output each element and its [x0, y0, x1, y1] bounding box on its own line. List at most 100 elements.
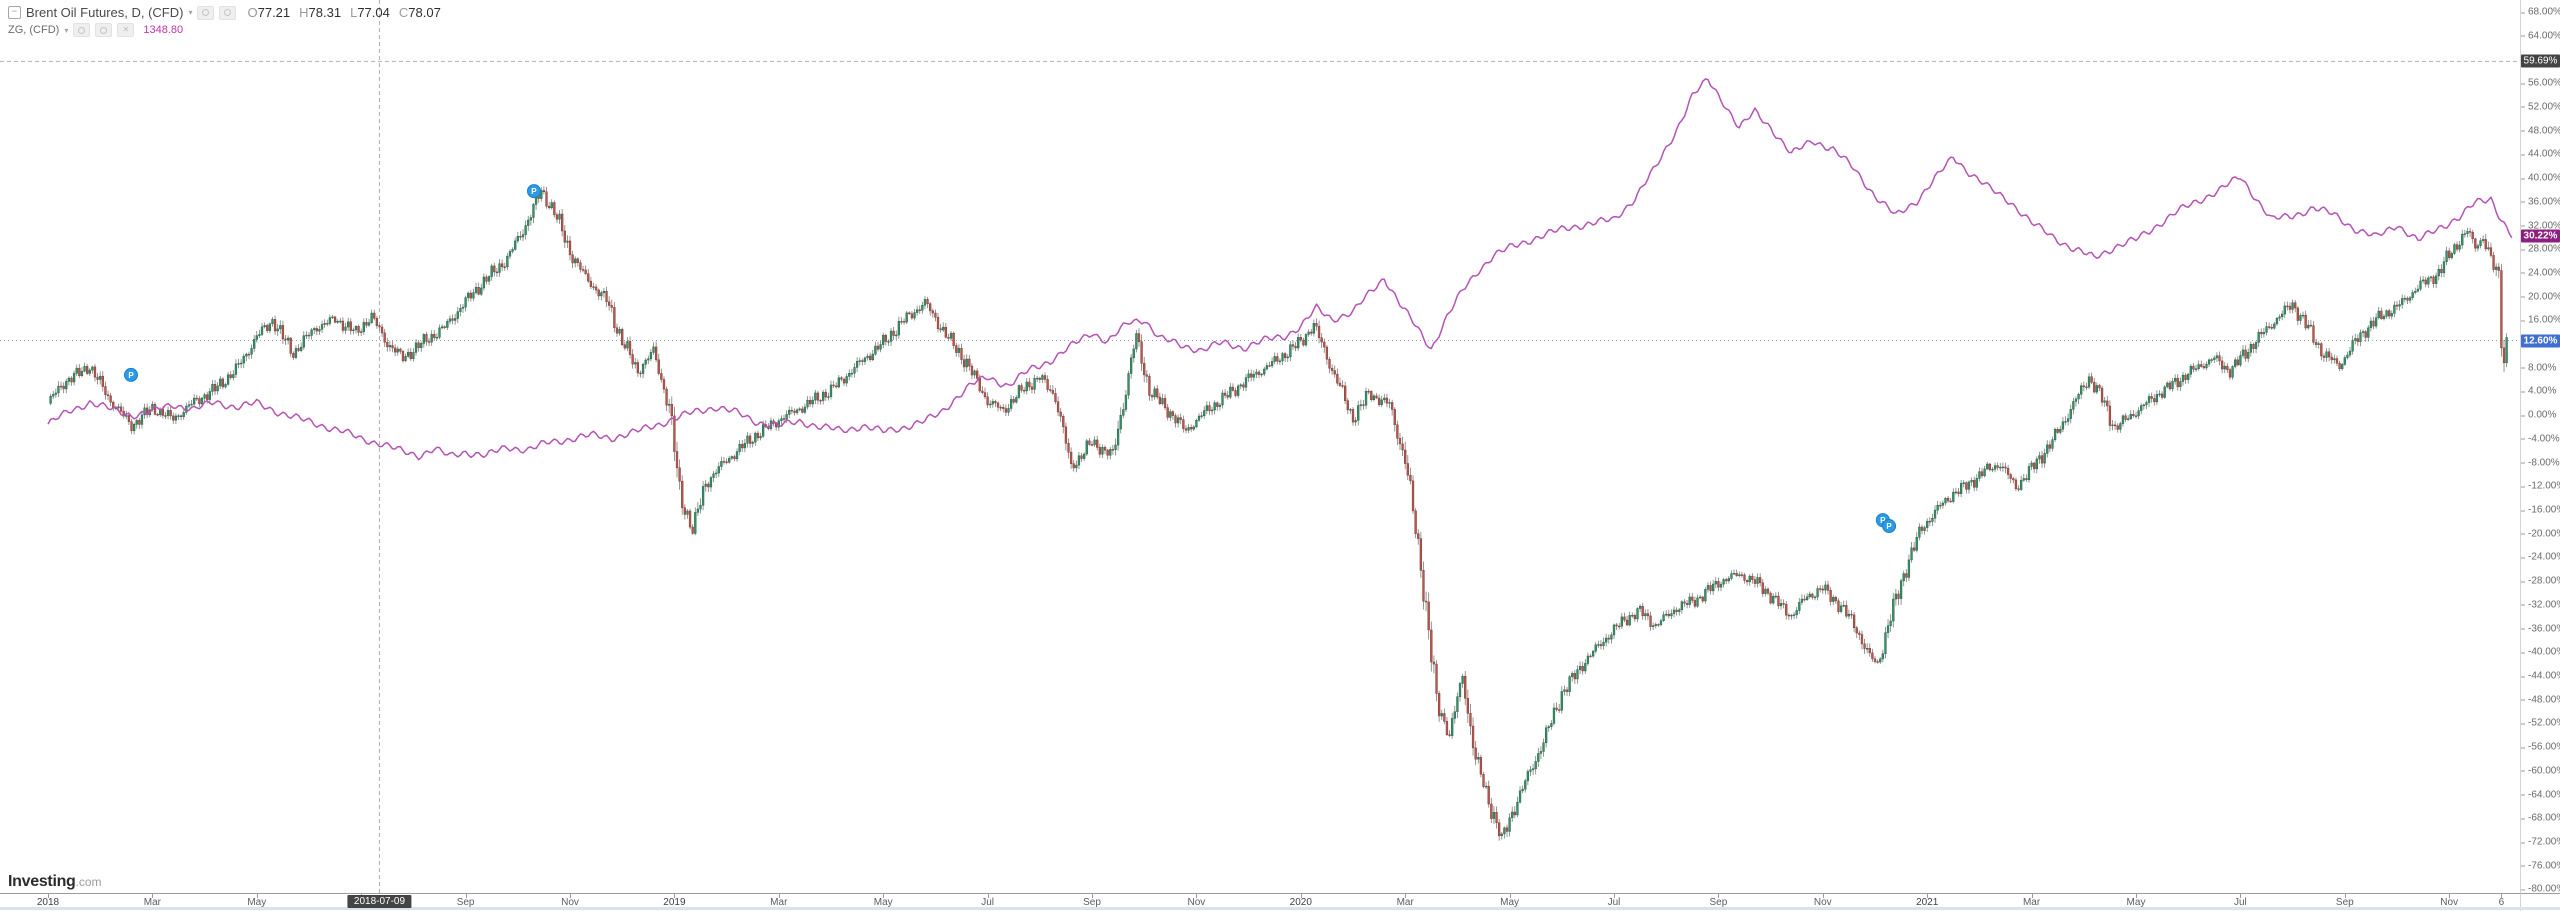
gold-line-series [47, 78, 2513, 461]
y-axis-tick: -16.00% [2520, 505, 2560, 516]
logo-suffix-text: .com [75, 875, 102, 889]
y-axis-tick: -48.00% [2520, 694, 2560, 705]
y-axis-tick: -28.00% [2520, 576, 2560, 587]
x-axis-tick: Jul [1607, 897, 1621, 908]
y-axis-tick: 24.00% [2521, 267, 2560, 279]
x-axis-tickmark [2136, 894, 2137, 898]
x-axis-tickmark [2031, 894, 2033, 898]
y-axis-tick: 36.00% [2521, 196, 2560, 208]
y-axis-tick: -36.00% [2520, 623, 2560, 634]
compare-value: 1348.80 [143, 24, 184, 36]
svg-text:P: P [531, 187, 537, 196]
symbol-title[interactable]: Brent Oil Futures, D, (CFD) [26, 5, 184, 20]
x-axis-tickmark [465, 894, 467, 898]
x-axis-tick: Mar [1396, 897, 1414, 908]
price-axis[interactable]: 68.00%64.00%60.00%56.00%52.00%48.00%44.0… [2520, 0, 2560, 895]
brent-candles-bodies [49, 190, 2508, 837]
gear-icon [100, 26, 108, 34]
x-axis-tickmark [674, 894, 676, 898]
x-axis-tick: 6 [2498, 897, 2505, 908]
chart-pin-marker[interactable]: P [123, 367, 138, 382]
brent-last-value-badge: 12.60% [2521, 334, 2560, 347]
y-axis-tick: 40.00% [2521, 172, 2560, 184]
y-axis-tick: -76.00% [2520, 860, 2560, 871]
open-label: O [247, 5, 258, 20]
compare-symbol-title[interactable]: ZG, (CFD) [8, 24, 60, 36]
x-axis-tick: May [247, 897, 267, 908]
hide-series-button[interactable] [197, 5, 215, 20]
x-axis-tickmark [152, 894, 154, 898]
x-axis-tickmark [2344, 894, 2346, 898]
gold-last-value-badge: 30.22% [2521, 229, 2560, 243]
x-axis-tick: May [2126, 897, 2146, 908]
open-value: 77.21 [257, 5, 291, 20]
legend-row-compare: ZG, (CFD) ▾ ✕ 1348.80 [8, 23, 441, 37]
y-axis-tick: 68.00% [2521, 6, 2560, 18]
x-axis-tickmark [1509, 894, 1511, 898]
y-axis-tick: -24.00% [2520, 552, 2560, 563]
remove-compare-button[interactable]: ✕ [117, 23, 135, 37]
y-axis-tick: -68.00% [2520, 813, 2560, 824]
x-axis-tickmark [2240, 894, 2242, 898]
x-axis-tick: May [873, 897, 893, 908]
close-icon: ✕ [122, 25, 130, 34]
close-value: 78.07 [408, 5, 441, 20]
svg-text:P: P [128, 371, 134, 380]
y-axis-tick: 64.00% [2521, 30, 2560, 42]
y-axis-tick: -52.00% [2520, 718, 2560, 729]
x-axis-tickmark [987, 894, 989, 898]
x-axis-tickmark [883, 894, 885, 898]
y-axis-tick: 16.00% [2521, 314, 2560, 326]
x-axis-tick: Sep [456, 897, 475, 908]
y-axis-tick: 28.00% [2521, 243, 2560, 255]
y-axis-tick: 44.00% [2521, 148, 2560, 160]
x-axis-tick: Nov [2440, 897, 2459, 908]
svg-text:P: P [1880, 516, 1886, 525]
chevron-down-icon[interactable]: ▾ [188, 8, 193, 17]
x-axis-tick: Mar [770, 897, 788, 908]
hide-compare-button[interactable] [73, 23, 91, 37]
chevron-down-icon[interactable]: ▾ [64, 25, 69, 35]
y-axis-tick: 56.00% [2521, 77, 2560, 89]
x-axis-tickmark [48, 894, 49, 898]
close-label: C [398, 5, 409, 20]
compare-settings-button[interactable] [95, 23, 113, 37]
y-axis-tick: -20.00% [2520, 528, 2560, 539]
collapse-legend-icon[interactable]: − [8, 6, 21, 19]
series-settings-button[interactable] [219, 5, 237, 20]
x-axis-tick: Nov [1187, 897, 1206, 908]
low-label: L [350, 5, 358, 20]
chart-pin-marker[interactable]: P [526, 184, 541, 199]
crosshair-price-badge: 59.69% [2521, 54, 2560, 68]
y-axis-tick: 20.00% [2521, 291, 2560, 303]
x-axis-tickmark [570, 894, 571, 898]
x-axis-tickmark [1300, 894, 1302, 898]
chart-pin-marker[interactable]: P [1882, 519, 1897, 534]
eye-icon [78, 26, 86, 34]
investing-logo: Investing .com [8, 873, 102, 891]
legend: − Brent Oil Futures, D, (CFD) ▾ O77.21 H… [8, 5, 441, 37]
y-axis-tick: -64.00% [2520, 789, 2560, 800]
y-axis-tick: -12.00% [2520, 481, 2560, 492]
y-axis-tick: -32.00% [2520, 599, 2560, 610]
x-axis-tick: Mar [2022, 897, 2041, 908]
x-axis-tickmark [2501, 894, 2503, 898]
eye-icon [202, 9, 210, 16]
x-axis-tick: Mar [143, 897, 162, 908]
x-axis-tick: Sep [2335, 897, 2354, 908]
x-axis-tickmark [1718, 894, 1720, 898]
y-axis-tick: -80.00% [2520, 884, 2560, 895]
axis-corner [2520, 893, 2560, 911]
crosshair-date-badge: 2018-07-09 [347, 895, 412, 908]
x-axis-tick: 2018 [36, 897, 60, 908]
y-axis-tick: -60.00% [2520, 765, 2560, 776]
y-axis-tick: 0.00% [2520, 409, 2557, 421]
y-axis-tick: -4.00% [2521, 433, 2560, 445]
high-value: 78.31 [308, 5, 342, 20]
y-axis-tick: -40.00% [2520, 647, 2560, 658]
x-axis-tickmark [1614, 894, 1615, 898]
y-axis-tick: 8.00% [2520, 362, 2557, 374]
x-axis-tick: Sep [1083, 897, 1101, 908]
